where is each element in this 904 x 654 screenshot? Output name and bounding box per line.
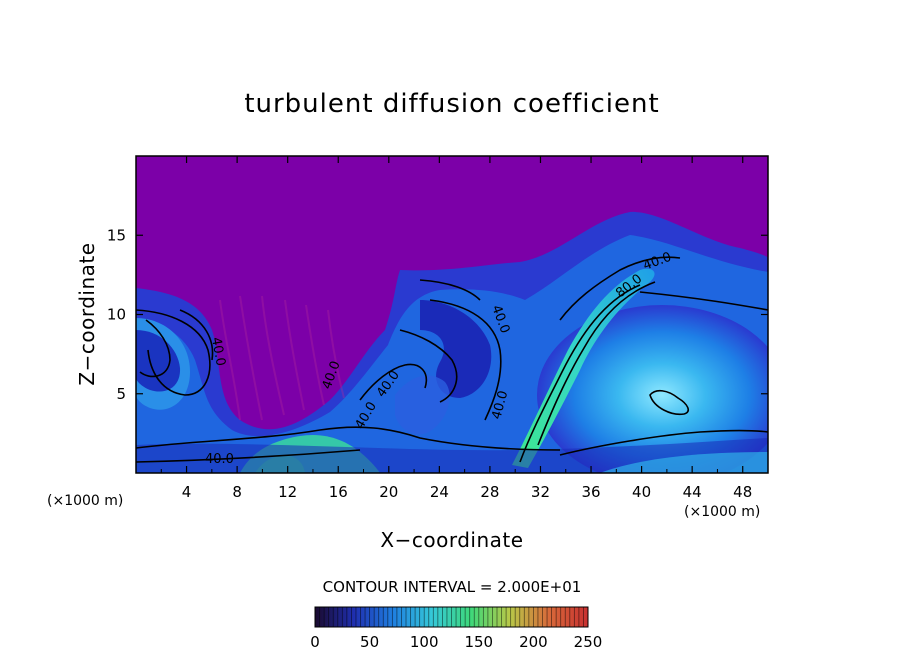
x-tick-label: 4 — [182, 483, 192, 501]
x-axis-label: X−coordinate — [380, 528, 523, 552]
surface-layer — [136, 438, 768, 473]
x-tick-label: 24 — [430, 483, 449, 501]
x-unit-label-right: (×1000 m) — [684, 504, 760, 520]
mid-swirl-2 — [395, 375, 450, 435]
colorbar-tick-label: 200 — [519, 633, 548, 651]
colorbar: 0 50 100 150 200 250 — [310, 606, 602, 651]
chart-title: turbulent diffusion coefficient — [244, 89, 659, 119]
contour-label: 40.0 — [205, 452, 234, 467]
colorbar-tick-label: 250 — [574, 633, 603, 651]
x-tick-label: 28 — [480, 483, 499, 501]
y-tick-label: 10 — [107, 306, 126, 324]
y-axis-label: Z−coordinate — [75, 242, 99, 385]
x-tick-label: 20 — [379, 483, 398, 501]
colorbar-tick-label: 150 — [464, 633, 493, 651]
contour-interval-label: CONTOUR INTERVAL = 2.000E+01 — [323, 578, 582, 596]
colorbar-tick-label: 50 — [360, 633, 379, 651]
x-tick-label: 16 — [329, 483, 348, 501]
x-tick-label: 8 — [232, 483, 242, 501]
y-axis: 5 10 15 — [107, 226, 768, 403]
colorbar-labels: 0 50 100 150 200 250 — [310, 633, 602, 651]
y-tick-label: 15 — [107, 226, 126, 244]
contour-label: 40.0 — [208, 336, 228, 367]
x-tick-label: 44 — [683, 483, 702, 501]
x-axis: 4 8 12 16 20 24 28 32 36 40 44 48 — [160, 156, 752, 501]
x-tick-label: 48 — [733, 483, 752, 501]
x-tick-label: 40 — [632, 483, 651, 501]
colorbar-tick-label: 0 — [310, 633, 320, 651]
updraft-band — [512, 268, 655, 468]
x-tick-label: 36 — [581, 483, 600, 501]
x-tick-label: 32 — [531, 483, 550, 501]
colorbar-stripes — [319, 607, 584, 627]
x-tick-label: 12 — [278, 483, 297, 501]
x-unit-label-left: (×1000 m) — [47, 493, 123, 509]
striations — [219, 295, 345, 421]
y-tick-label: 5 — [116, 385, 126, 403]
mid-swirl — [420, 300, 492, 398]
contour-lines — [136, 256, 768, 463]
contour-label: 40.0 — [489, 389, 511, 421]
colorbar-tick-label: 100 — [410, 633, 439, 651]
plot-area: 40.0 40.0 40.0 80.0 40.0 40.0 40.0 40.0 … — [136, 156, 768, 473]
